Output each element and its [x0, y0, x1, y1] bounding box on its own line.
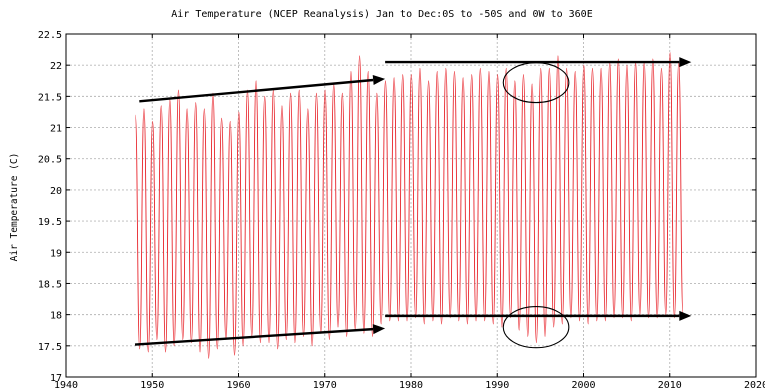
trend-arrow	[134, 327, 374, 346]
y-tick-label: 18.5	[38, 279, 62, 290]
highlight-circle	[502, 305, 570, 349]
plot-frame	[65, 33, 757, 378]
chart-title: Air Temperature (NCEP Reanalysis) Jan to…	[171, 9, 592, 20]
x-tick-label: 1940	[54, 380, 78, 391]
x-tick-label: 2010	[658, 380, 682, 391]
x-tick-label: 1950	[140, 380, 164, 391]
y-tick-label: 21	[50, 124, 62, 135]
trend-arrow	[139, 78, 374, 103]
y-axis-ticks: 17 17.5 18 18.5 19 19.5 20 20.5 21 21.5 22 22.5	[38, 30, 756, 384]
trend-arrow-head	[372, 324, 386, 335]
y-axis-label: Air Temperature (C)	[9, 153, 20, 262]
series-layer	[134, 52, 684, 359]
x-tick-label: 1960	[226, 380, 250, 391]
highlight-circle	[502, 62, 570, 104]
y-tick-label: 20	[50, 186, 62, 197]
y-tick-label: 21.5	[38, 92, 62, 103]
y-tick-label: 20.5	[38, 155, 62, 166]
grid-lines	[66, 34, 756, 377]
y-tick-label: 19.5	[38, 217, 62, 228]
trend-arrow-head	[679, 57, 692, 68]
y-tick-label: 22.5	[38, 30, 62, 41]
x-tick-label: 1980	[399, 380, 423, 391]
y-tick-label: 22	[50, 61, 62, 72]
temperature-series-line	[134, 52, 684, 359]
y-tick-label: 17.5	[38, 342, 62, 353]
trend-arrow-head	[679, 310, 692, 321]
x-tick-label: 1970	[313, 380, 337, 391]
y-tick-label: 18	[50, 311, 62, 322]
annotation-layer	[134, 57, 692, 349]
y-tick-label: 17	[50, 373, 62, 384]
x-tick-label: 1990	[485, 380, 509, 391]
y-tick-label: 19	[50, 248, 62, 259]
x-tick-label: 2000	[571, 380, 595, 391]
trend-arrow-head	[372, 75, 386, 85]
